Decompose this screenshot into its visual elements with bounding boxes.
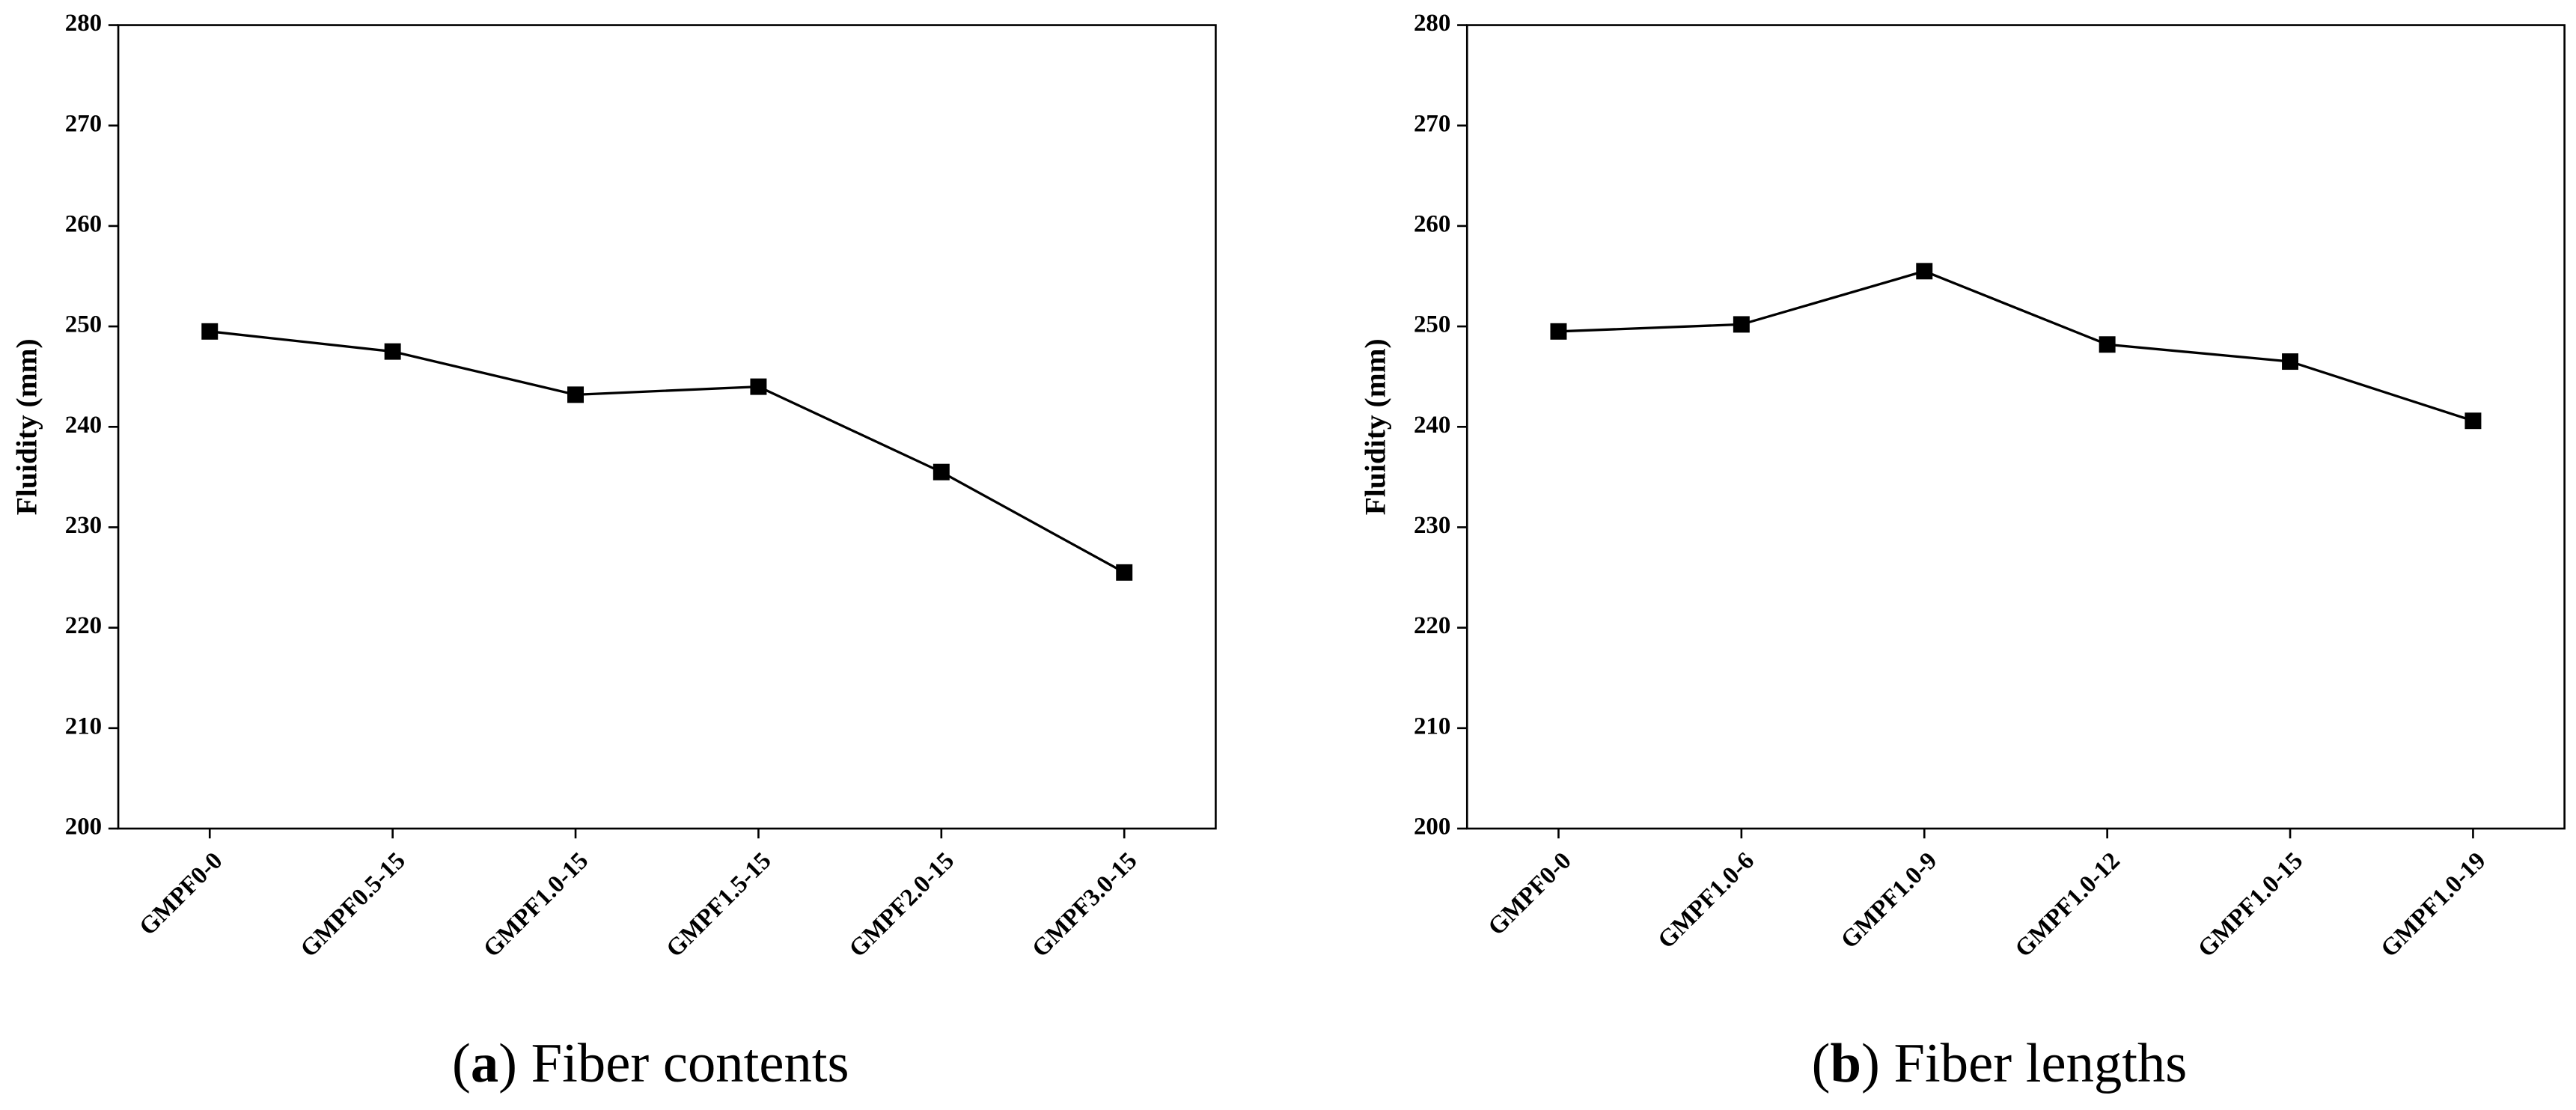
plot-frame (1465, 24, 2566, 830)
data-point (2099, 336, 2116, 353)
data-point (1733, 316, 1750, 333)
y-tick-label: 270 (65, 110, 102, 137)
data-line (1558, 269, 2473, 422)
data-line (210, 330, 1126, 574)
data-point (1116, 564, 1133, 581)
x-tick-label: GMPF1.0-15 (2193, 847, 2308, 963)
y-axis-label: Fluidity (mm) (1359, 338, 1392, 515)
x-tick-label: GMPF2.0-15 (844, 847, 959, 963)
data-point (2282, 353, 2299, 370)
caption-part: ( (452, 1032, 471, 1094)
data-point (567, 386, 585, 403)
x-tick-label: GMPF1.0-6 (1653, 847, 1759, 954)
y-tick-label: 240 (65, 412, 102, 439)
x-tick-label: GMPF1.0-9 (1836, 847, 1942, 954)
x-tick-label: GMPF0.5-15 (296, 847, 411, 963)
x-tick-label: GMPF1.0-12 (2010, 847, 2125, 963)
data-point (2464, 412, 2482, 430)
x-tick-label: GMPF1.0-15 (478, 847, 593, 963)
plot-frame (117, 24, 1217, 830)
caption-part: a (471, 1032, 498, 1094)
y-tick-label: 220 (1414, 612, 1450, 639)
data-point (933, 463, 950, 481)
data-point (750, 378, 767, 395)
y-tick-label: 200 (65, 814, 102, 841)
data-point (1916, 263, 1933, 280)
caption-part: ) Fiber lengths (1861, 1032, 2187, 1094)
y-axis-label: Fluidity (mm) (10, 338, 43, 515)
x-tick-label: GMPF1.5-15 (662, 847, 777, 963)
data-point (1550, 323, 1567, 340)
caption-part: ) Fiber contents (498, 1032, 849, 1094)
x-tick-label: GMPF0-0 (134, 847, 228, 941)
y-tick-label: 230 (65, 512, 102, 539)
y-tick-label: 250 (65, 311, 102, 338)
y-tick-label: 260 (1414, 210, 1450, 237)
y-tick-label: 280 (65, 10, 102, 37)
data-point (384, 343, 401, 360)
caption: (a) Fiber contents (452, 1032, 849, 1094)
data-point (201, 323, 219, 340)
y-tick-label: 210 (65, 713, 102, 740)
x-tick-label: GMPF0-0 (1483, 847, 1577, 941)
y-tick-label: 230 (1414, 512, 1450, 539)
y-tick-label: 210 (1414, 713, 1450, 740)
y-tick-label: 240 (1414, 412, 1450, 439)
y-tick-label: 280 (1414, 10, 1450, 37)
x-tick-label: GMPF3.0-15 (1027, 847, 1142, 963)
y-tick-label: 200 (1414, 814, 1450, 841)
y-tick-label: 260 (65, 210, 102, 237)
y-tick-label: 250 (1414, 311, 1450, 338)
caption-part: b (1831, 1032, 1862, 1094)
y-tick-label: 270 (1414, 110, 1450, 137)
caption: (b) Fiber lengths (1812, 1032, 2188, 1094)
x-tick-label: GMPF1.0-19 (2376, 847, 2491, 963)
y-tick-label: 220 (65, 612, 102, 639)
caption-part: ( (1812, 1032, 1831, 1094)
